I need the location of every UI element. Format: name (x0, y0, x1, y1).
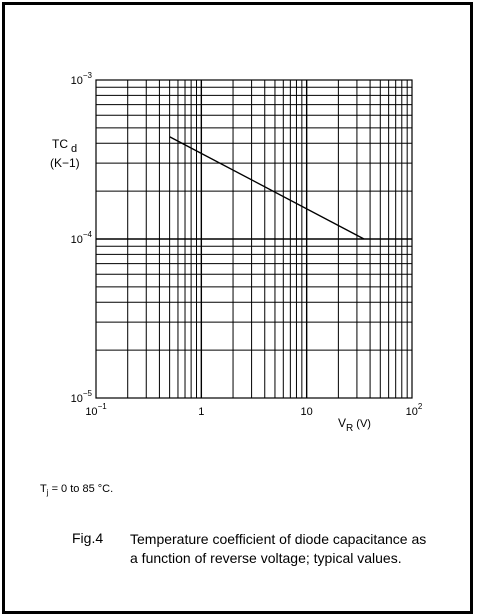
temperature-note: Tj = 0 to 85 °C. (40, 483, 113, 497)
y-tick-label-exponent: −4 (83, 230, 93, 239)
x-axis-label-main: V (338, 416, 346, 430)
figure-number: Fig.4 (72, 530, 104, 546)
x-tick-label: 10 (301, 406, 313, 418)
x-axis-label-sub: R (346, 423, 353, 434)
tick-labels: 10−310−410−510−1 1 10 102 (71, 71, 423, 418)
y-axis-label-main: TC (52, 137, 68, 151)
x-tick-label: 10−1 (85, 402, 107, 418)
note-prefix: T (40, 483, 47, 495)
data-layer (169, 136, 365, 240)
y-tick-label-base: 10 (71, 75, 83, 87)
plot-border (95, 79, 413, 399)
y-tick-label: 10−3 (71, 71, 93, 87)
figure-caption: Temperature coefficient of diode capacit… (130, 531, 427, 566)
y-tick-label: 10−4 (71, 230, 93, 246)
note-rest: = 0 to 85 °C. (48, 483, 114, 495)
y-tick-label-exponent: −5 (83, 389, 93, 398)
y-axis-unit: (K−1) (50, 156, 80, 170)
x-tick-label: 1 (198, 406, 204, 418)
y-tick-label: 10−5 (71, 389, 93, 405)
y-tick-label-exponent: −3 (83, 71, 93, 80)
x-tick-label-exponent: −1 (98, 402, 108, 411)
grid (96, 80, 412, 398)
x-axis-label: VR (V) (338, 416, 371, 434)
y-tick-label-base: 10 (71, 393, 83, 405)
note-sub: j (46, 488, 49, 498)
y-axis-label: TC d (52, 137, 77, 155)
x-tick-label-base: 10 (406, 406, 418, 418)
series-line (169, 136, 365, 240)
y-axis-label-sub: d (71, 143, 77, 155)
x-tick-label-exponent: 2 (418, 402, 423, 411)
x-axis-label-unit: (V) (353, 418, 371, 430)
y-tick-label-base: 10 (71, 234, 83, 246)
x-tick-label-base: 10 (85, 406, 97, 418)
x-tick-label: 102 (406, 402, 423, 418)
